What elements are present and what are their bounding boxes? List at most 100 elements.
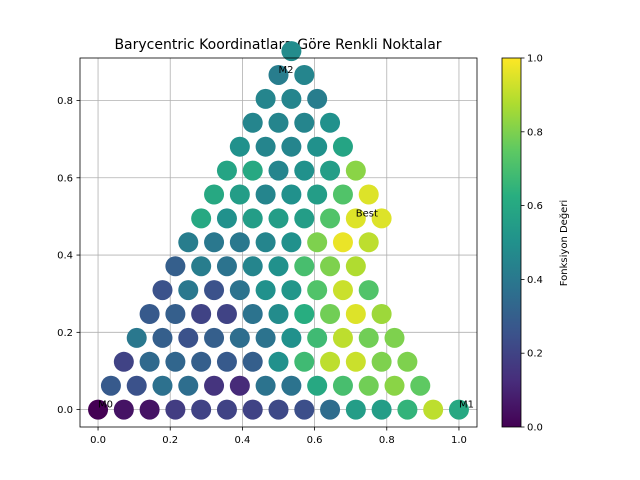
data-point <box>320 112 341 133</box>
data-point <box>242 160 263 181</box>
data-point <box>371 351 392 372</box>
data-point <box>255 232 276 253</box>
data-point <box>152 280 173 301</box>
data-point <box>242 208 263 229</box>
x-tick-label: 1.0 <box>451 435 467 446</box>
data-point <box>320 208 341 229</box>
data-point <box>268 304 289 325</box>
data-point <box>332 232 353 253</box>
data-point <box>294 64 315 85</box>
data-point <box>242 304 263 325</box>
data-point <box>281 136 302 157</box>
data-point <box>191 399 212 420</box>
data-point <box>281 184 302 205</box>
data-point <box>229 184 250 205</box>
data-points <box>88 41 469 420</box>
data-point <box>332 136 353 157</box>
data-point <box>410 375 431 396</box>
data-point <box>255 327 276 348</box>
data-point <box>255 88 276 109</box>
annotation-label: M2 <box>279 65 294 76</box>
data-point <box>281 41 302 62</box>
data-point <box>229 375 250 396</box>
x-tick-label: 0.8 <box>379 435 395 446</box>
data-point <box>178 375 199 396</box>
data-point <box>268 112 289 133</box>
data-point <box>294 160 315 181</box>
data-point <box>204 375 225 396</box>
data-point <box>191 208 212 229</box>
colorbar-tick-label: 0.8 <box>527 127 543 138</box>
data-point <box>332 327 353 348</box>
data-point <box>320 399 341 420</box>
colorbar: Fonksiyon Değeri 0.0 0.2 0.4 0.6 0.8 1.0 <box>501 54 570 434</box>
data-point <box>423 399 444 420</box>
data-point <box>371 304 392 325</box>
data-point <box>216 160 237 181</box>
data-point <box>126 327 147 348</box>
data-point <box>139 351 160 372</box>
axes: 0.0 0.2 0.4 0.6 0.8 1.0 0.0 0.2 0.4 0.6 0.8 <box>57 96 467 446</box>
chart-title: Barycentric Koordinatlara Göre Renkli No… <box>114 37 441 53</box>
data-point <box>113 399 134 420</box>
data-point <box>294 112 315 133</box>
data-point <box>320 160 341 181</box>
data-point <box>345 304 366 325</box>
data-point <box>204 280 225 301</box>
data-point <box>294 208 315 229</box>
data-point <box>371 208 392 229</box>
data-point <box>358 327 379 348</box>
data-point <box>268 208 289 229</box>
data-point <box>294 304 315 325</box>
data-point <box>384 327 405 348</box>
data-point <box>320 256 341 277</box>
data-point <box>229 232 250 253</box>
data-point <box>358 280 379 301</box>
data-point <box>113 351 134 372</box>
data-point <box>216 256 237 277</box>
data-point <box>229 136 250 157</box>
data-point <box>242 399 263 420</box>
data-point <box>307 375 328 396</box>
data-point <box>178 280 199 301</box>
data-point <box>294 351 315 372</box>
data-point <box>229 280 250 301</box>
data-point <box>100 375 121 396</box>
data-point <box>242 256 263 277</box>
data-point <box>255 136 276 157</box>
data-point <box>126 375 147 396</box>
data-point <box>216 304 237 325</box>
data-point <box>165 304 186 325</box>
data-point <box>165 256 186 277</box>
annotation-label: Best <box>356 208 378 219</box>
colorbar-label: Fonksiyon Değeri <box>558 200 570 286</box>
data-point <box>204 327 225 348</box>
annotations: M0 M1 M2 Best <box>98 65 474 411</box>
data-point <box>216 399 237 420</box>
data-point <box>332 280 353 301</box>
colorbar-gradient <box>501 57 522 428</box>
data-point <box>229 327 250 348</box>
data-point <box>345 399 366 420</box>
data-point <box>332 184 353 205</box>
data-point <box>88 399 109 420</box>
y-tick-label: 0.8 <box>57 96 73 107</box>
y-tick-label: 0.0 <box>57 405 73 416</box>
x-tick-label: 0.2 <box>162 435 178 446</box>
data-point <box>281 88 302 109</box>
data-point <box>191 351 212 372</box>
data-point <box>268 64 289 85</box>
data-point <box>307 88 328 109</box>
colorbar-tick-label: 0.4 <box>527 275 543 286</box>
data-point <box>281 327 302 348</box>
data-point <box>191 256 212 277</box>
x-tick-label: 0.4 <box>234 435 250 446</box>
data-point <box>307 280 328 301</box>
colorbar-tick-label: 0.2 <box>527 349 543 360</box>
data-point <box>216 351 237 372</box>
plot-area-frame <box>79 57 478 428</box>
annotation-label: M0 <box>98 400 113 411</box>
data-point <box>397 351 418 372</box>
data-point <box>332 375 353 396</box>
